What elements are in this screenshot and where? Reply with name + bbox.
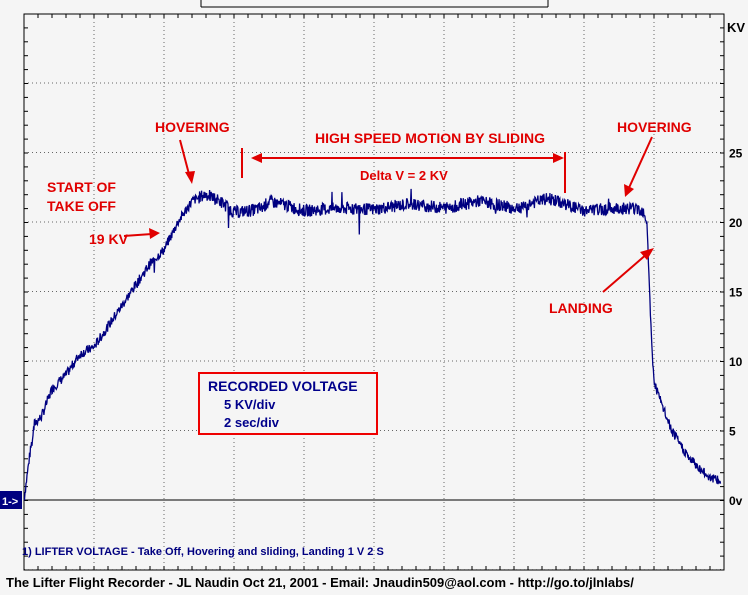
arrow-19kv [123, 233, 153, 237]
y-tick-label: 0v [729, 494, 743, 508]
annotation-start-line1: START OF [47, 179, 116, 195]
channel-marker: 1-> [0, 491, 22, 509]
y-axis-unit-label: KV [727, 20, 745, 35]
y-tick-label: 15 [729, 286, 743, 300]
y-tick-labels: 25 20 15 10 5 0v [729, 147, 743, 509]
arrowhead-19kv [149, 228, 160, 239]
channel-marker-box [0, 491, 22, 509]
annotation-hovering-right: HOVERING [617, 119, 692, 135]
annotation-start-line2: TAKE OFF [47, 198, 116, 214]
annotation-arrows [123, 136, 654, 293]
annotation-hovering-left: HOVERING [155, 119, 230, 135]
recorded-voltage-scale: 5 KV/div [224, 397, 276, 412]
grid [23, 13, 725, 571]
annotation-delta-v: Delta V = 2 KV [360, 168, 448, 183]
annotation-landing: LANDING [549, 300, 613, 316]
y-tick-label: 20 [729, 216, 743, 230]
arrow-hovering-right [627, 136, 653, 191]
grid-tick-marks [23, 13, 725, 571]
top-cursor-bar [200, 0, 549, 8]
y-tick-label: 25 [729, 147, 743, 161]
arrowhead-hovering-left [185, 171, 195, 184]
arrowhead-sliding-left [251, 153, 262, 163]
voltage-trace [23, 188, 722, 501]
recorded-voltage-box: RECORDED VOLTAGE 5 KV/div 2 sec/div [198, 372, 378, 435]
annotation-19kv: 19 KV [89, 231, 129, 247]
annotation-sliding-title: HIGH SPEED MOTION BY SLIDING [315, 130, 545, 146]
arrow-landing [602, 252, 649, 293]
recorded-time-scale: 2 sec/div [224, 415, 279, 430]
footer-caption: The Lifter Flight Recorder - JL Naudin O… [6, 575, 634, 590]
channel-marker-text: 1-> [2, 496, 18, 508]
trace-line [23, 188, 722, 501]
arrowhead-landing [640, 248, 654, 260]
recorded-voltage-title: RECORDED VOLTAGE [208, 378, 358, 394]
channel-legend: 1) LIFTER VOLTAGE - Take Off, Hovering a… [22, 546, 384, 558]
arrowhead-sliding-right [553, 153, 564, 163]
y-tick-label: 10 [729, 355, 743, 369]
y-tick-label: 5 [729, 425, 736, 439]
arrowhead-hovering-right [624, 184, 634, 197]
